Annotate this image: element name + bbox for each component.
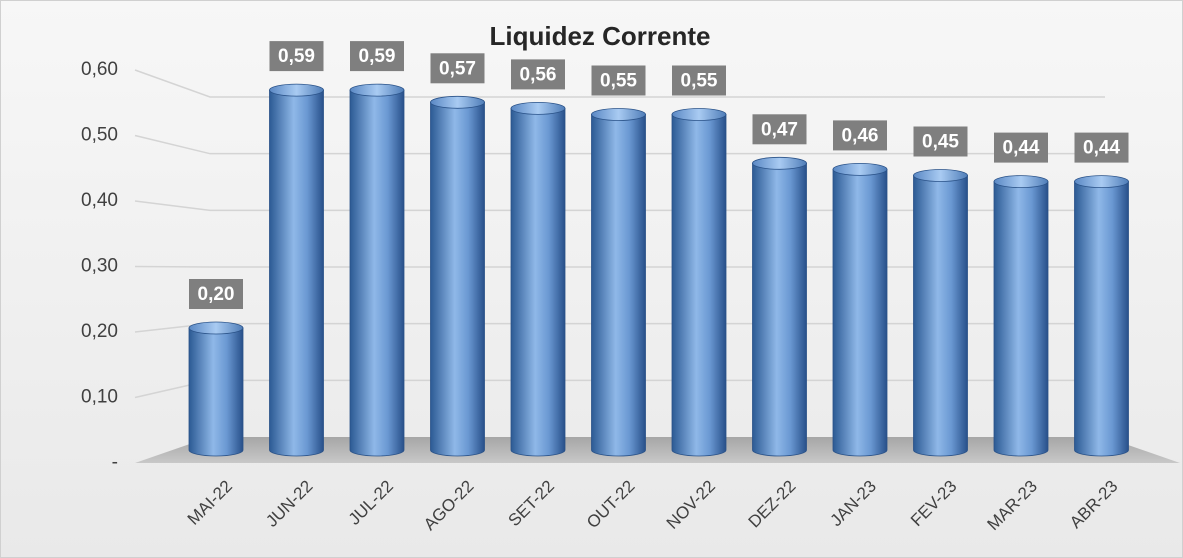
bar-body [591,114,646,457]
y-tick-label: 0,40 [81,190,118,211]
chart-title: Liquidez Corrente [489,21,710,51]
bar [752,156,807,457]
value-label: 0,56 [520,64,557,85]
bar-body [430,101,485,457]
bar-top [510,102,566,115]
bar-body [510,108,566,457]
value-label-box [591,65,646,96]
bar-top [269,83,324,97]
value-label-box [189,279,243,309]
bar-top [430,95,485,109]
value-label: 0,55 [600,71,637,92]
value-label-box [752,114,807,145]
bar-body [188,327,244,457]
value-label-box [994,132,1048,163]
value-label: 0,55 [681,71,718,92]
value-label: 0,45 [922,132,959,153]
value-label-box [511,59,565,90]
value-label: 0,59 [278,46,315,67]
grid-line [134,69,1105,98]
bar-body [269,89,324,457]
bar-top [913,169,968,182]
bar [430,95,485,457]
value-label-box [430,53,485,84]
value-label: 0,44 [1083,138,1120,159]
y-tick-label: - [112,452,118,473]
bar-body [913,175,968,457]
value-label: 0,47 [761,119,798,140]
bar [269,83,324,457]
bar-top [832,162,888,176]
bar [671,108,727,457]
value-label: 0,59 [359,46,396,67]
y-tick-label: 0,30 [81,256,118,277]
bar [188,321,244,457]
bar [349,83,405,457]
value-label-box [833,120,887,151]
value-label-box [913,126,968,157]
bar-top [349,83,405,97]
bar-top [752,156,807,170]
y-tick-label: 0,60 [81,59,118,80]
bar-top [671,108,727,121]
bar [591,108,646,457]
value-label: 0,20 [198,284,235,305]
value-label-box [350,41,404,72]
bar-top [993,175,1049,189]
bar-body [993,181,1049,457]
bar [510,102,566,457]
bar-body [1074,181,1129,457]
bar [1074,175,1129,457]
bar-top [591,108,646,121]
bar-body [832,169,888,457]
bar-body [752,162,807,457]
y-tick-label: 0,10 [81,387,118,408]
bar [832,162,888,457]
grid-line [134,134,1105,155]
value-label-box [269,41,324,72]
bar-top [188,321,244,335]
value-label: 0,57 [439,58,476,79]
y-tick-label: 0,20 [81,321,118,342]
y-tick-label: 0,50 [81,125,118,146]
bar-body [671,114,727,457]
bar [993,175,1049,457]
value-label-box [672,65,726,96]
bar [913,169,968,457]
value-label: 0,46 [842,125,879,146]
value-label-box [1074,132,1129,163]
bar-body [349,89,405,457]
bar-top [1074,175,1129,189]
value-label: 0,44 [1003,138,1040,159]
